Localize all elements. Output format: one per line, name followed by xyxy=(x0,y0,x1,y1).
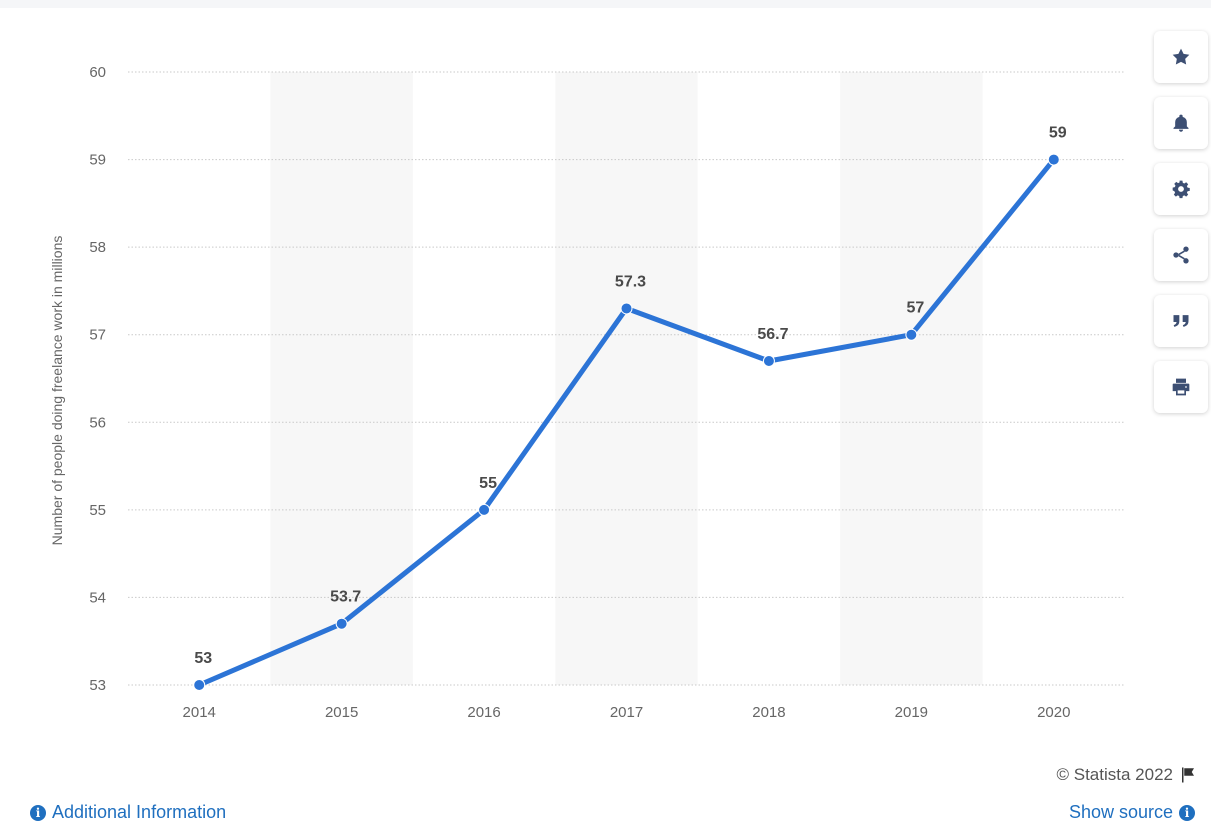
info-icon: i xyxy=(30,804,46,821)
column-band xyxy=(840,72,983,685)
show-source-link[interactable]: Show source i xyxy=(1069,802,1195,823)
favorite-button[interactable] xyxy=(1154,31,1208,83)
quote-icon xyxy=(1173,315,1189,327)
data-label: 53.7 xyxy=(330,589,361,606)
data-point[interactable] xyxy=(1047,153,1060,166)
data-point[interactable] xyxy=(478,503,491,516)
x-tick-label: 2016 xyxy=(467,704,500,721)
data-label: 53 xyxy=(194,650,212,667)
x-tick-label: 2014 xyxy=(183,704,216,721)
y-tick-label: 56 xyxy=(89,414,106,431)
data-label: 57 xyxy=(906,300,924,317)
share-icon xyxy=(1173,246,1189,264)
y-tick-label: 54 xyxy=(89,589,106,606)
data-point[interactable] xyxy=(193,679,206,691)
share-button[interactable] xyxy=(1154,229,1208,281)
y-axis-ticks: 53 54 55 56 57 58 59 60 xyxy=(89,64,106,694)
x-tick-label: 2019 xyxy=(895,704,928,721)
statista-credit: © Statista 2022 xyxy=(1057,765,1198,785)
data-point[interactable] xyxy=(905,328,918,341)
flag-icon[interactable] xyxy=(1179,766,1197,784)
gear-icon xyxy=(1172,180,1190,199)
additional-information-label: Additional Information xyxy=(52,802,227,822)
print-button[interactable] xyxy=(1154,361,1208,413)
chart-panel: 53 54 55 56 57 58 59 60 2014 2015 2016 2017 2018 201… xyxy=(0,8,1211,824)
notification-button[interactable] xyxy=(1154,97,1208,149)
x-tick-label: 2015 xyxy=(325,704,358,721)
data-point[interactable] xyxy=(335,617,348,630)
additional-information-link[interactable]: i Additional Information xyxy=(30,802,226,823)
y-tick-label: 55 xyxy=(89,502,106,519)
cite-button[interactable] xyxy=(1154,295,1208,347)
x-tick-label: 2020 xyxy=(1037,704,1070,721)
data-labels: 53 53.7 55 57.3 56.7 57 59 xyxy=(194,125,1066,667)
chart-toolbar xyxy=(1154,31,1208,427)
star-icon xyxy=(1172,48,1190,65)
y-tick-label: 57 xyxy=(89,327,106,344)
print-icon xyxy=(1172,378,1190,396)
y-tick-label: 59 xyxy=(89,152,106,169)
data-label: 55 xyxy=(479,475,497,492)
data-label: 59 xyxy=(1049,125,1067,142)
y-tick-label: 60 xyxy=(89,64,106,81)
x-tick-label: 2017 xyxy=(610,704,643,721)
y-tick-label: 53 xyxy=(89,677,106,694)
grid-lines xyxy=(128,71,1125,686)
y-tick-label: 58 xyxy=(89,239,106,256)
data-label: 57.3 xyxy=(615,273,646,290)
x-tick-label: 2018 xyxy=(752,704,785,721)
data-point[interactable] xyxy=(620,302,633,315)
credit-text: © Statista 2022 xyxy=(1056,765,1174,784)
data-points xyxy=(193,153,1060,691)
show-source-label: Show source xyxy=(1068,802,1173,822)
info-icon: i xyxy=(1179,804,1195,821)
data-label: 56.7 xyxy=(757,326,788,343)
settings-button[interactable] xyxy=(1154,163,1208,215)
data-point[interactable] xyxy=(762,354,775,367)
column-bands xyxy=(270,72,983,685)
x-axis-ticks: 2014 2015 2016 2017 2018 2019 2020 xyxy=(183,704,1071,721)
y-axis-title: Number of people doing freelance work in… xyxy=(49,236,65,546)
bell-icon xyxy=(1173,114,1189,132)
